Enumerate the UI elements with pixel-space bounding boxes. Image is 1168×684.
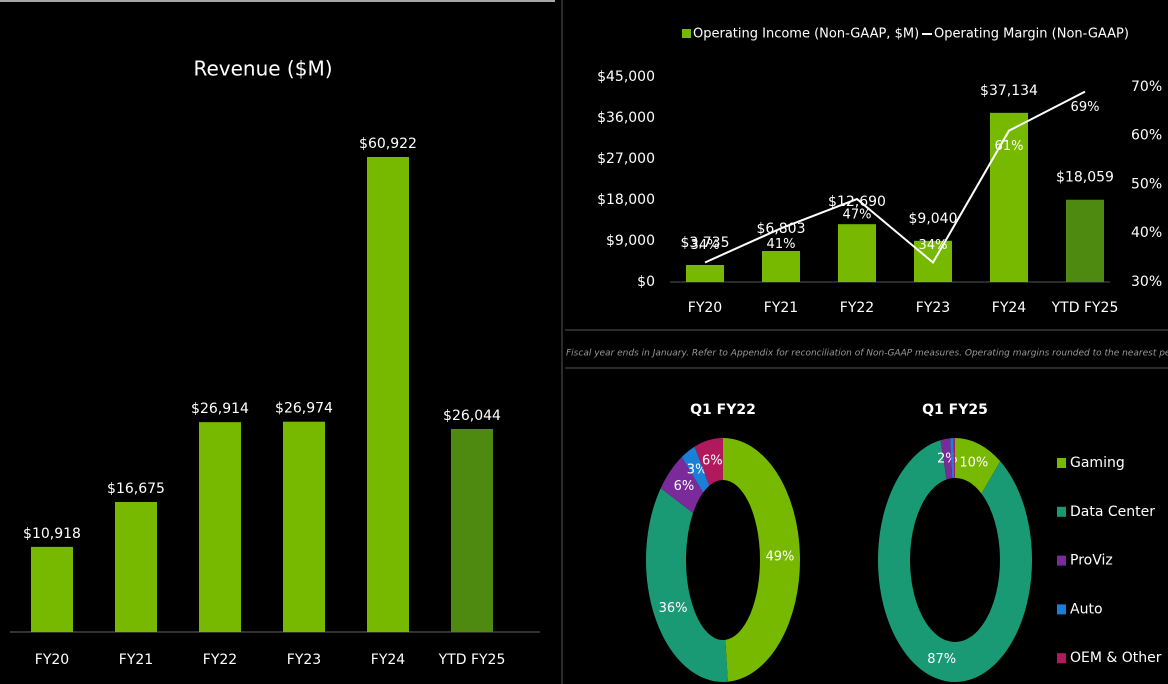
data-label: $16,675 [107,481,165,497]
bar [367,157,409,632]
data-label: 87% [927,652,956,667]
legend-label: Operating Income (Non-GAAP, $M) [693,27,919,42]
y2-tick-label: 50% [1131,176,1162,192]
donut-slice [645,488,728,682]
y2-tick-label: 40% [1131,225,1162,241]
y-tick-label: $9,000 [606,233,655,249]
line [704,90,1086,265]
data-label: $12,690 [828,194,886,210]
donut-slice [940,438,953,480]
donut-slice [953,438,955,479]
donut-slice [878,440,1032,682]
legend-label: Operating Margin (Non-GAAP) [934,27,1129,42]
bar [451,428,493,632]
legend-swatch [1057,653,1066,664]
x-tick-label: FY20 [35,652,69,668]
y2-tick-label: 30% [1131,274,1162,290]
y-tick-label: $0 [637,274,655,290]
data-label: $60,922 [359,136,417,152]
x-tick-label: FY20 [688,300,722,316]
y-tick-label: $36,000 [597,110,655,126]
data-label: 36% [659,601,688,616]
bar [990,112,1028,282]
legend-label: Auto [1070,601,1103,617]
x-tick-label: YTD FY25 [1051,300,1119,316]
data-label: 34% [691,238,720,253]
donut-slice [950,438,955,479]
footnote: Fiscal year ends in January. Refer to Ap… [566,349,1168,359]
data-label: $18,059 [1056,170,1114,186]
y2-tick-label: 70% [1131,79,1162,95]
data-label: 34% [919,238,948,253]
donut-slice [955,438,1001,494]
data-label: $26,974 [275,401,333,417]
legend-label: ProViz [1070,553,1113,569]
bar [686,264,724,282]
data-label: 10% [959,455,988,470]
x-tick-label: FY23 [916,300,950,316]
donut-slice [660,456,704,513]
x-tick-label: FY22 [203,652,237,668]
y-tick-label: $45,000 [597,69,655,85]
legend-swatch [1057,604,1066,615]
data-label: 6% [702,453,723,468]
x-tick-label: FY22 [840,300,874,316]
legend-swatch [1057,555,1066,566]
bar [283,421,325,632]
y-tick-label: $18,000 [597,192,655,208]
bar [199,422,241,632]
data-label: $26,044 [443,408,501,424]
legend-label: Gaming [1070,455,1125,471]
x-tick-label: FY21 [119,652,153,668]
data-label: 41% [767,237,796,252]
bar [1066,199,1104,282]
bar [31,546,73,632]
legend-swatch [1057,458,1066,468]
data-label: 49% [766,549,795,564]
x-tick-label: FY24 [992,300,1027,316]
data-label: $9,040 [909,211,958,227]
legend-swatch [682,29,691,38]
bar [115,501,157,632]
bar [838,224,876,282]
data-label: $10,918 [23,526,81,542]
data-label: 61% [995,139,1024,154]
x-tick-label: FY21 [764,300,798,316]
donut-slice [681,446,710,493]
data-label: $3,735 [681,235,730,251]
chart-title: Revenue ($M) [193,57,332,81]
legend-label: OEM & Other [1070,650,1162,666]
bar [762,251,800,282]
data-label: 69% [1071,100,1100,115]
donut-slice [694,438,723,486]
x-tick-label: FY23 [287,652,321,668]
donut-title: Q1 FY25 [922,402,988,418]
legend-swatch [1057,506,1066,517]
donut-slice [723,438,801,682]
x-tick-label: FY24 [371,652,406,668]
x-tick-label: YTD FY25 [438,652,506,668]
y2-tick-label: 60% [1131,128,1162,144]
y-tick-label: $27,000 [597,151,655,167]
data-label: 47% [843,208,872,223]
legend-label: Data Center [1070,504,1155,520]
donut-title: Q1 FY22 [690,402,756,418]
data-label: 6% [674,479,695,494]
data-label: $37,134 [980,83,1038,99]
data-label: $26,914 [191,401,249,417]
